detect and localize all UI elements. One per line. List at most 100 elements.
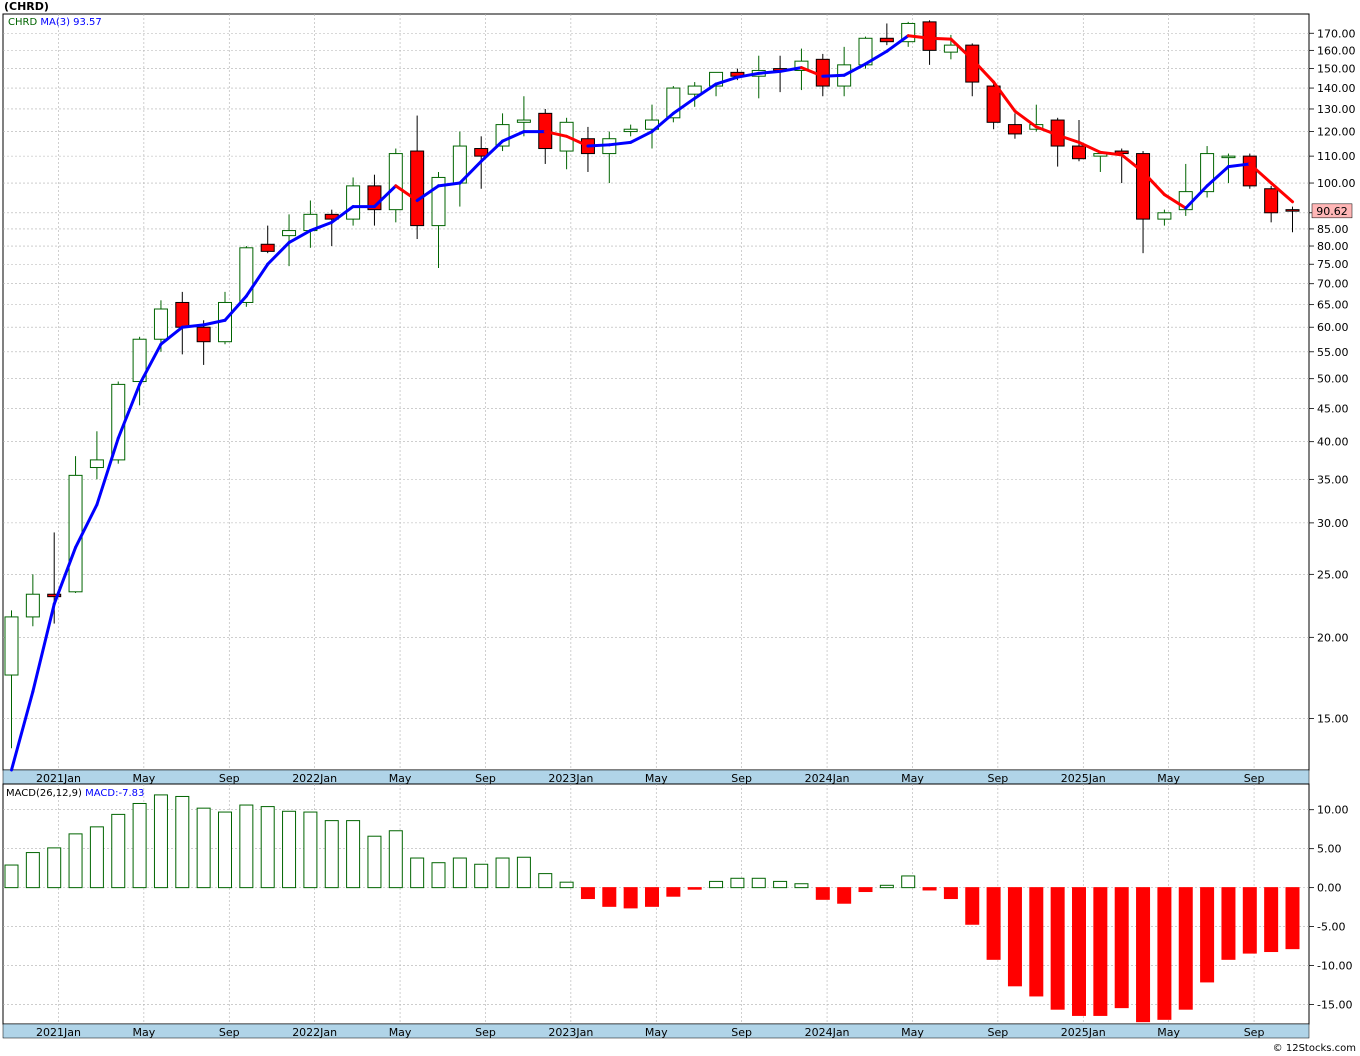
- ma-line-segment: [735, 71, 761, 79]
- price-panel: 15.00 20.00 25.00 30.00 35.00 40.00 45.00 50.00…: [2, 13, 1356, 785]
- candle-body: [879, 37, 894, 43]
- candle-body: [1242, 155, 1257, 187]
- price-date-label: 2022Jan: [292, 772, 337, 785]
- ma-line-segment: [287, 229, 312, 245]
- ma-line-segment: [266, 241, 291, 266]
- macd-bar: [815, 887, 830, 900]
- ma-line-segment: [650, 111, 675, 134]
- ma-line-segment: [116, 382, 142, 440]
- macd-bar: [645, 887, 659, 907]
- price-tick-label: 50.00: [1317, 373, 1349, 386]
- candle-body: [1157, 212, 1172, 220]
- legend-ma-label: MA(3): [40, 17, 73, 28]
- ma-line-segment: [1013, 109, 1038, 129]
- macd-bar: [1221, 887, 1236, 960]
- macd-bar: [218, 811, 232, 889]
- macd-date-label: Sep: [475, 1026, 496, 1039]
- ma-line-segment: [180, 323, 206, 329]
- ma-line-segment: [565, 134, 590, 148]
- candle-body: [388, 153, 403, 211]
- ma-line-segment: [437, 181, 462, 188]
- macd-bar: [1136, 887, 1151, 1023]
- macd-legend: MACD(26,12,9) MACD:-7.83: [6, 788, 144, 799]
- macd-bar: [602, 887, 617, 907]
- macd-bar: [1264, 887, 1279, 953]
- price-tick-label: 30.00: [1317, 517, 1349, 530]
- last-price-badge: [1311, 203, 1353, 219]
- macd-date-label: 2023Jan: [548, 1026, 593, 1039]
- ma-line-segment: [992, 80, 1017, 113]
- macd-bar: [346, 820, 361, 889]
- candle-body: [89, 459, 104, 469]
- price-date-label: Sep: [988, 772, 1009, 785]
- legend-ma-value: 93.57: [73, 17, 102, 28]
- ma-line-segment: [394, 184, 419, 202]
- macd-bar: [410, 857, 425, 889]
- ma-line-segment: [501, 130, 526, 143]
- macd-bar: [1050, 887, 1065, 1010]
- macd-bar: [580, 887, 595, 900]
- price-date-label: Sep: [1244, 772, 1265, 785]
- ma-line-segment: [842, 62, 867, 77]
- macd-bar: [794, 883, 809, 889]
- macd-bar: [260, 806, 275, 889]
- macd-tick-label: 5.00: [1317, 843, 1342, 856]
- candle-body: [4, 616, 19, 676]
- ma-line-segment: [1205, 165, 1230, 188]
- candle-body: [516, 119, 531, 123]
- ma-line-segment: [1056, 133, 1081, 144]
- ma-line-segment: [244, 262, 270, 298]
- ma-line-segment: [458, 159, 483, 185]
- candle-body: [687, 85, 702, 95]
- macd-date-label: May: [1157, 1026, 1180, 1039]
- candle-body: [1136, 153, 1151, 220]
- candle-body: [282, 230, 297, 237]
- macd-tick-label: -10.00: [1317, 960, 1352, 973]
- macd-bar: [132, 802, 147, 889]
- ma-line-segment: [1269, 181, 1294, 204]
- macd-bar: [1114, 887, 1129, 1009]
- candle-body: [25, 593, 40, 618]
- macd-date-label: Sep: [219, 1026, 240, 1039]
- candle-body: [410, 150, 425, 227]
- macd-bar: [388, 830, 403, 889]
- ma-line-segment: [95, 436, 120, 507]
- macd-bar: [943, 887, 958, 900]
- ma-line-segment: [1248, 162, 1273, 185]
- price-date-label: May: [389, 772, 412, 785]
- price-date-label: Sep: [731, 772, 752, 785]
- ma-line-segment: [629, 130, 654, 144]
- macd-bar: [452, 857, 467, 889]
- ma-line-segment: [714, 75, 739, 86]
- ma-line-segment: [10, 690, 35, 772]
- macd-tick-label: 0.00: [1317, 882, 1342, 895]
- candle-body: [346, 185, 361, 220]
- macd-bar: [431, 862, 446, 889]
- macd-bar: [922, 887, 937, 891]
- ma-line-segment: [479, 139, 505, 163]
- price-tick-label: 40.00: [1317, 436, 1349, 449]
- last-price-label: 90.62: [1316, 205, 1348, 218]
- ma-line-segment: [138, 342, 163, 386]
- price-date-label: May: [645, 772, 668, 785]
- macd-date-label: 2021Jan: [36, 1026, 81, 1039]
- macd-bar: [837, 887, 852, 904]
- macd-bar: [1072, 887, 1086, 1016]
- ma-line-segment: [330, 205, 355, 224]
- price-date-label: Sep: [475, 772, 496, 785]
- price-tick-label: 45.00: [1317, 402, 1349, 415]
- candle-body: [1221, 155, 1236, 159]
- macd-bar: [773, 880, 788, 889]
- candle-body: [815, 58, 830, 87]
- ma-line-segment: [1120, 153, 1145, 174]
- macd-bar: [858, 887, 873, 893]
- ma-line-segment: [1226, 162, 1252, 169]
- macd-bar: [303, 811, 318, 889]
- ma-line-segment: [52, 545, 78, 606]
- macd-date-label: Sep: [988, 1026, 1009, 1039]
- macd-bar: [282, 810, 297, 889]
- macd-date-label: May: [645, 1026, 668, 1039]
- candle-body: [260, 243, 275, 252]
- macd-date-label: May: [901, 1026, 924, 1039]
- price-tick-label: 100.00: [1317, 177, 1356, 190]
